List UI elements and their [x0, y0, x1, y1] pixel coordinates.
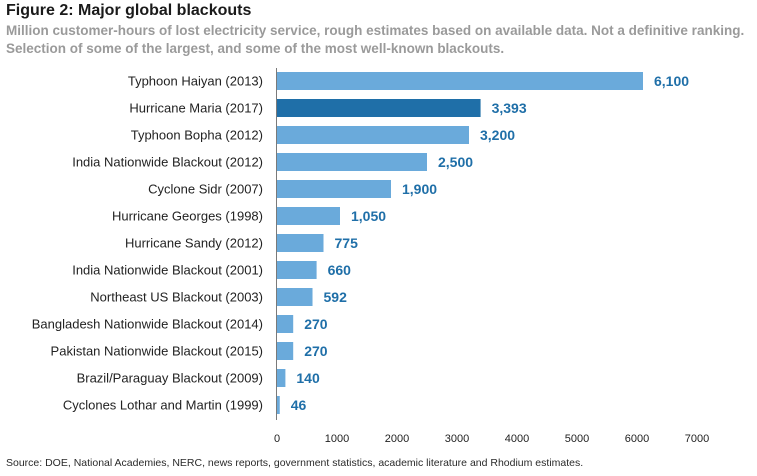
- bar: [277, 342, 294, 360]
- bar: [277, 99, 481, 117]
- chart-title: Figure 2: Major global blackouts: [6, 2, 252, 19]
- category-label: Hurricane Sandy (2012): [125, 236, 263, 251]
- category-label: Typhoon Bopha (2012): [131, 128, 263, 143]
- x-tick-label: 4000: [505, 433, 529, 445]
- data-label: 660: [328, 262, 352, 278]
- bar: [277, 369, 286, 387]
- x-tick-label: 0: [274, 433, 280, 445]
- category-label: Typhoon Haiyan (2013): [128, 74, 263, 89]
- data-label: 140: [296, 370, 320, 386]
- data-label: 1,900: [402, 181, 437, 197]
- category-label: India Nationwide Blackout (2012): [72, 155, 263, 170]
- x-tick-label: 3000: [445, 433, 469, 445]
- category-label: Brazil/Paraguay Blackout (2009): [77, 371, 263, 386]
- x-tick-label: 6000: [625, 433, 649, 445]
- data-label: 592: [324, 289, 348, 305]
- x-tick-label: 7000: [685, 433, 709, 445]
- data-label: 270: [304, 316, 328, 332]
- data-label: 3,393: [492, 100, 527, 116]
- bar: [277, 396, 280, 414]
- x-tick-label: 5000: [565, 433, 589, 445]
- x-tick-label: 2000: [385, 433, 409, 445]
- data-label: 775: [335, 235, 359, 251]
- bar: [277, 153, 427, 171]
- bars: Typhoon Haiyan (2013) 6,100 Hurricane Mari…: [32, 72, 689, 414]
- bar: [277, 72, 643, 90]
- bar: [277, 207, 340, 225]
- bar: [277, 315, 294, 333]
- category-label: Hurricane Georges (1998): [112, 209, 263, 224]
- category-label: Pakistan Nationwide Blackout (2015): [51, 344, 263, 359]
- category-label: Cyclones Lothar and Martin (1999): [63, 398, 263, 413]
- chart-subtitle: Million customer-hours of lost electrici…: [6, 23, 745, 56]
- category-label: Hurricane Maria (2017): [129, 101, 263, 116]
- category-label: Bangladesh Nationwide Blackout (2014): [32, 317, 263, 332]
- bar: [277, 261, 317, 279]
- source-note: Source: DOE, National Academies, NERC, n…: [6, 457, 584, 469]
- category-label: Northeast US Blackout (2003): [90, 290, 263, 305]
- bar: [277, 234, 324, 252]
- data-label: 2,500: [438, 154, 473, 170]
- data-label: 270: [304, 343, 328, 359]
- bar: [277, 126, 469, 144]
- bar: [277, 288, 313, 306]
- data-label: 6,100: [654, 73, 689, 89]
- data-label: 46: [291, 397, 307, 413]
- data-label: 1,050: [351, 208, 386, 224]
- bar: [277, 180, 391, 198]
- x-tick-label: 1000: [325, 433, 349, 445]
- data-label: 3,200: [480, 127, 515, 143]
- x-axis: 0 1000 2000 3000 4000 5000 6000 7000: [274, 68, 709, 445]
- category-label: India Nationwide Blackout (2001): [72, 263, 263, 278]
- category-label: Cyclone Sidr (2007): [148, 182, 263, 197]
